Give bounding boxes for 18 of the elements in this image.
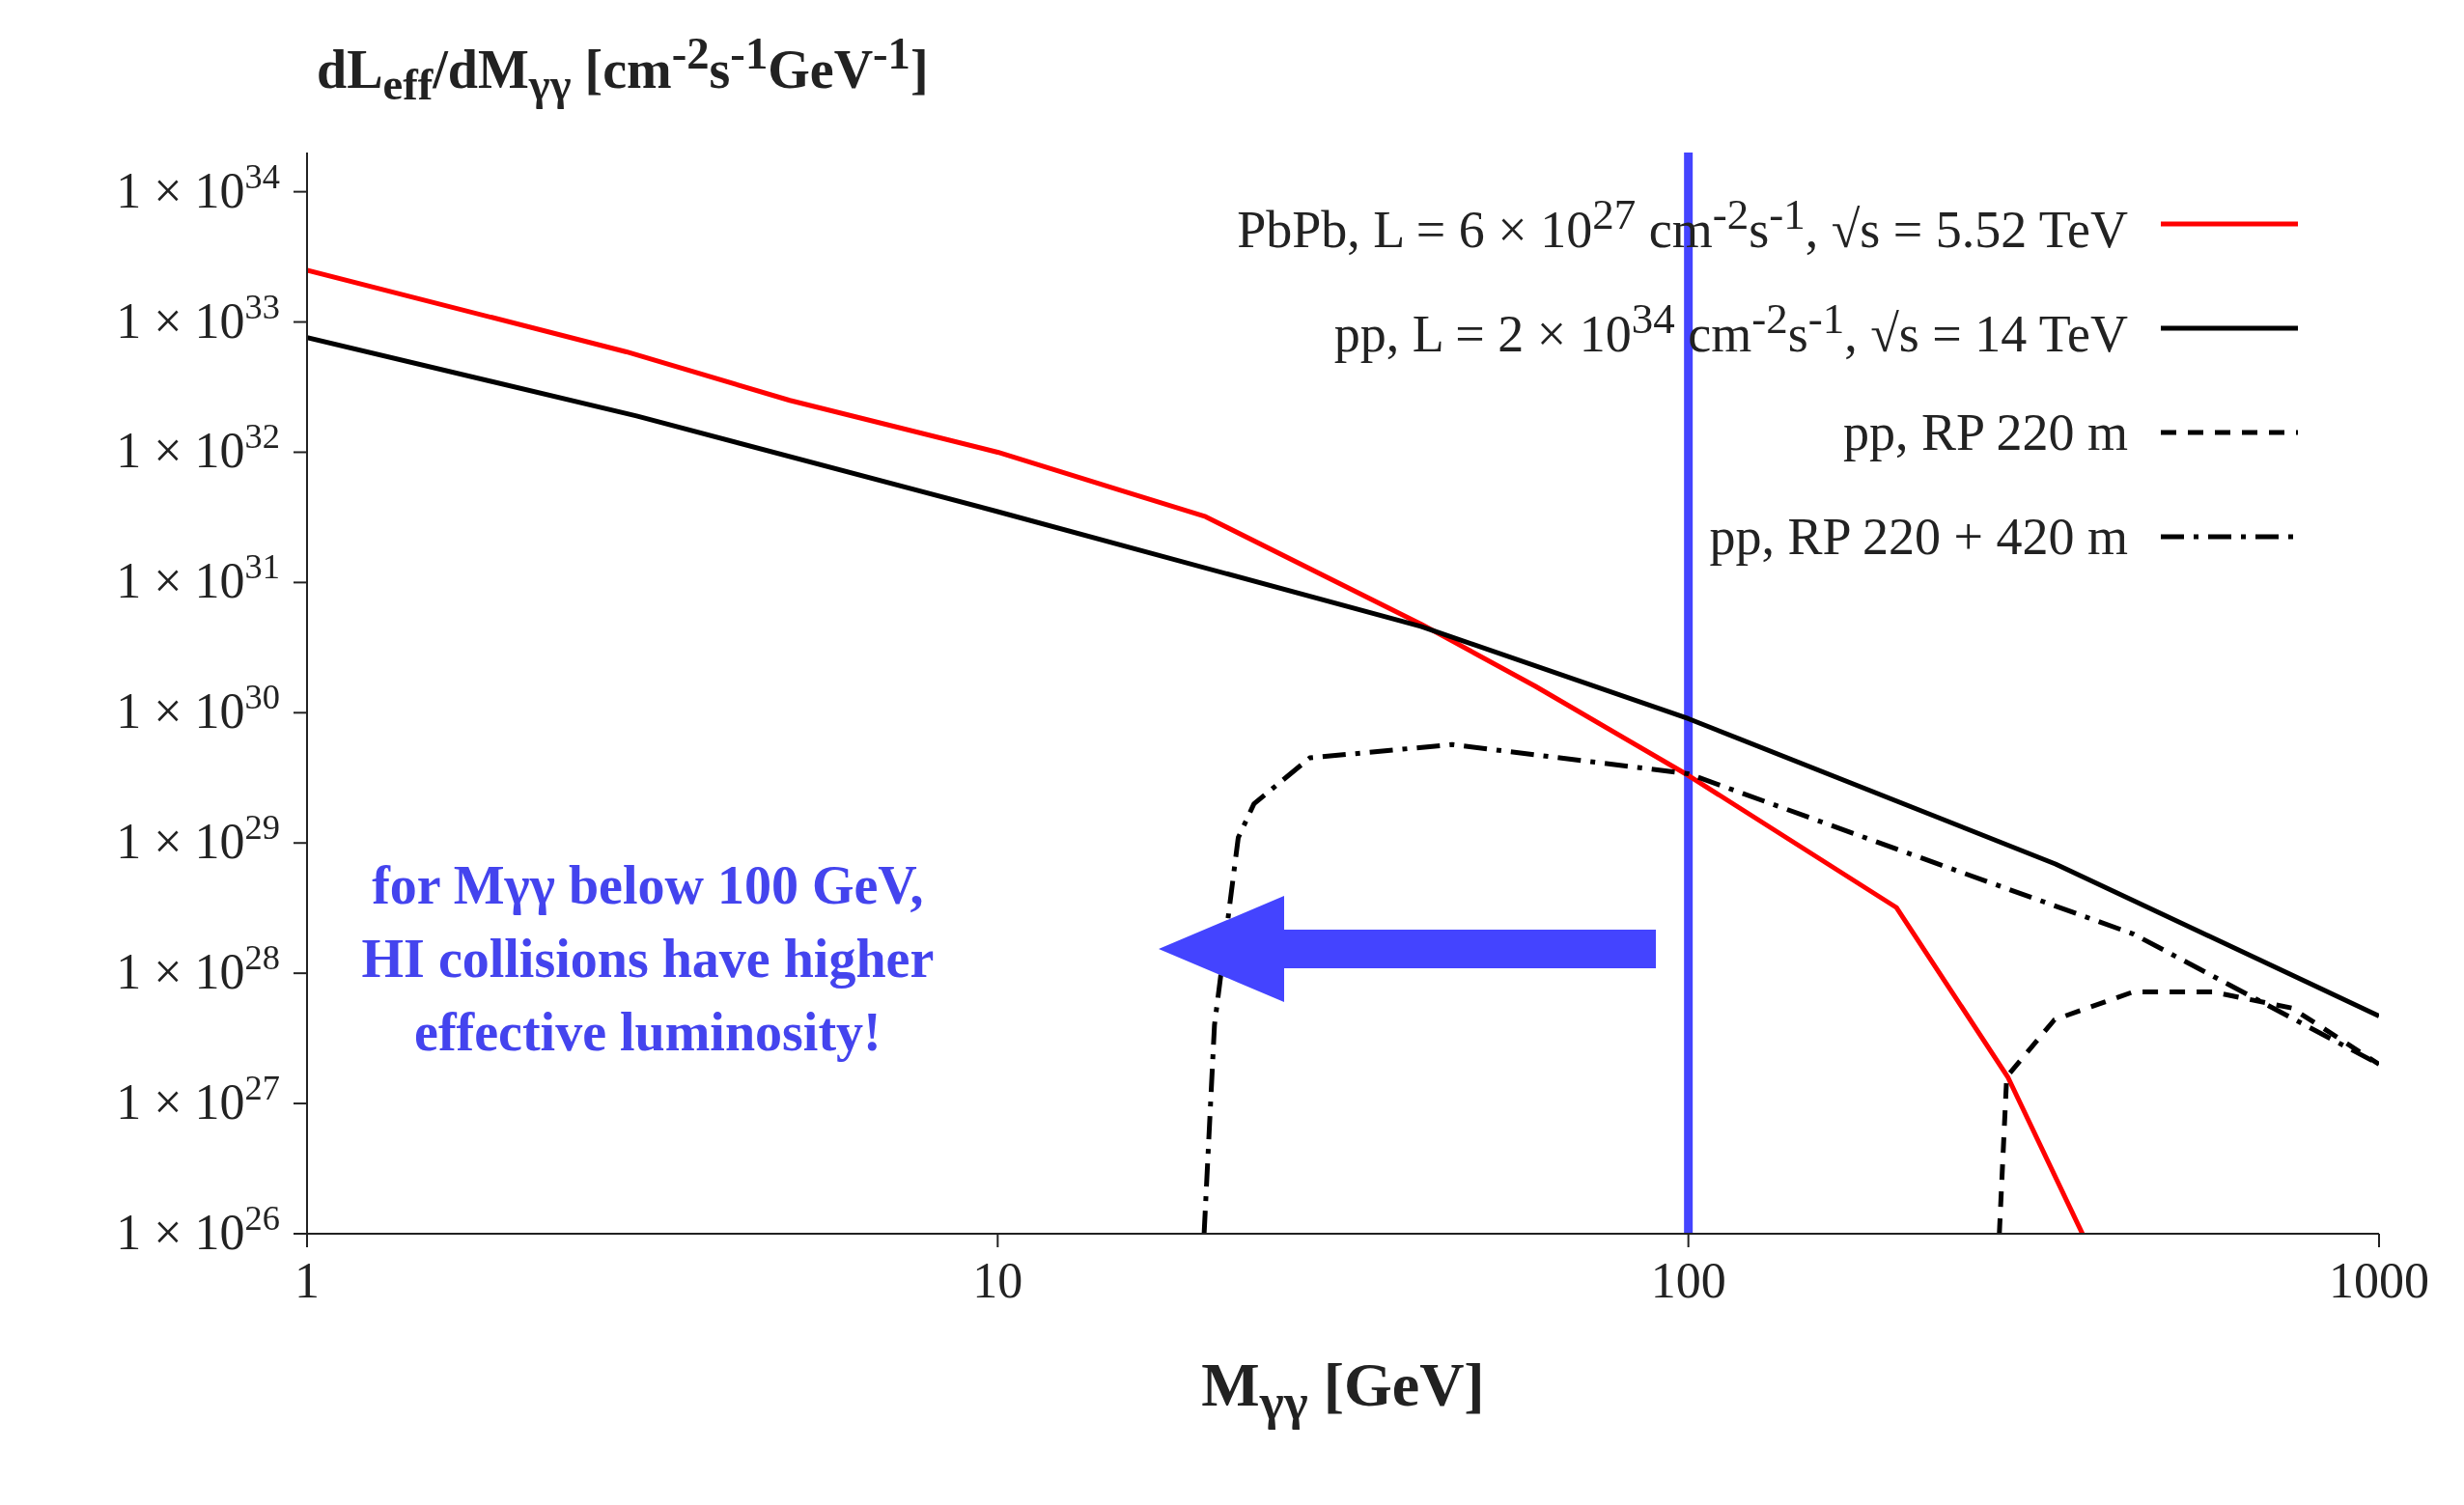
y-tick-label: 1 × 10$^{29}$ <box>116 808 280 870</box>
y-tick-label: 1 × 10$^{27}$ <box>116 1069 280 1130</box>
legend-label: pp, RP 220 + 420 m <box>1709 507 2128 567</box>
text: dL$_{eff}$/dM$_{γγ}$ [cm$^{-2}$s$^{-1}$GeV$^{-1}$] <box>317 28 929 109</box>
x-tick-label: 1000 <box>2329 1253 2429 1308</box>
y-tick-label: 1 × 10$^{33}$ <box>116 287 280 348</box>
y-tick-label: 1 × 10$^{30}$ <box>116 678 280 739</box>
x-axis-title: M$_{γγ}$ [GeV] <box>1200 1350 1486 1432</box>
x-tick-label: 10 <box>972 1253 1023 1308</box>
y-tick-label: 1 × 10$^{26}$ <box>116 1199 280 1260</box>
y-tick-label: 1 × 10$^{28}$ <box>116 938 280 1000</box>
legend-label: pp, RP 220 m <box>1842 403 2128 462</box>
y-tick-label: 1 × 10$^{31}$ <box>116 547 280 609</box>
x-tick-label: 100 <box>1650 1253 1726 1308</box>
x-tick-label: 1 <box>294 1253 320 1308</box>
y-tick-label: 1 × 10$^{32}$ <box>116 417 280 479</box>
annotation: for Mγγ below 100 GeV, HI collisions have higher effective luminosity! <box>360 854 936 1064</box>
y-tick-label: 1 × 10$^{34}$ <box>116 156 280 218</box>
